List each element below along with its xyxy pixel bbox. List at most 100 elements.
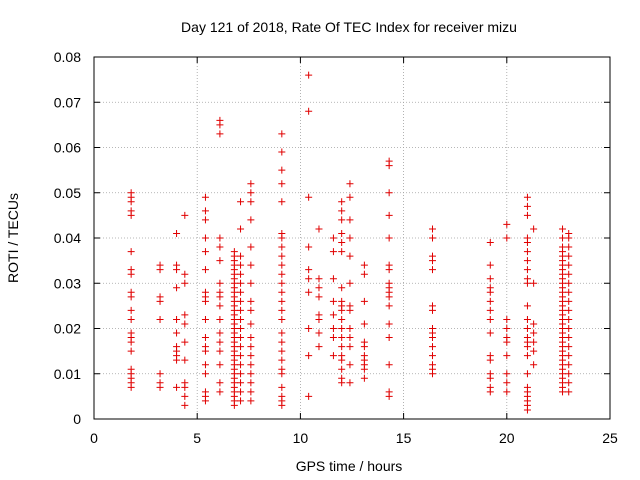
data-point [346,343,354,351]
data-point [385,388,393,396]
data-point [247,306,255,314]
data-point [565,388,573,396]
data-point [428,325,436,332]
data-point [565,229,573,237]
data-point [338,334,346,342]
data-point [346,334,354,342]
y-tick-label: 0.08 [54,49,81,65]
x-axis-label: GPS time / hours [296,458,403,474]
data-point [216,302,224,310]
data-point [329,311,337,319]
data-point [216,315,224,323]
data-point [346,361,354,369]
data-point [201,361,209,369]
data-point [565,297,573,305]
data-point [338,374,346,382]
data-point [247,343,255,351]
data-point [305,107,313,115]
data-point [247,216,255,224]
data-point [216,257,224,265]
data-point [247,334,255,342]
data-point [278,270,286,278]
data-point [385,189,393,197]
data-point [181,279,189,287]
data-point [305,266,313,274]
data-point [181,311,189,319]
x-tick-label: 20 [499,430,515,446]
data-point [247,279,255,287]
data-point [315,225,323,233]
data-point [305,392,313,400]
data-point [385,279,393,287]
data-point [201,234,209,242]
data-point [181,379,189,387]
data-point [237,361,245,369]
data-point [247,320,255,328]
data-point [530,320,538,328]
data-point [201,315,209,323]
data-point [127,266,135,274]
data-point [530,225,538,233]
data-point [338,365,346,373]
data-point [503,379,511,387]
data-point [278,297,286,305]
data-point [565,243,573,251]
data-point [360,338,368,346]
data-point [156,315,164,323]
data-point [247,352,255,360]
data-point [338,297,346,305]
data-point [486,329,494,337]
data-point [173,343,181,351]
y-tick-label: 0.03 [54,275,81,291]
data-point [428,225,436,233]
data-point [305,288,313,296]
data-point [305,193,313,201]
data-point [201,343,209,351]
data-point [216,379,224,387]
data-point [385,302,393,310]
data-point [127,365,135,373]
data-point [247,379,255,387]
data-point [278,315,286,323]
data-point [530,361,538,369]
data-point [503,370,511,378]
data-point [486,352,494,360]
data-point [385,157,393,165]
data-point [523,325,531,332]
data-point [503,315,511,323]
data-point [278,347,286,355]
data-point [127,189,135,197]
data-point [216,329,224,337]
data-point [127,288,135,296]
data-point [278,261,286,269]
data-point [278,243,286,251]
data-point [523,302,531,310]
data-point [338,229,346,237]
data-point [156,370,164,378]
data-point [278,338,286,346]
data-point [565,306,573,314]
data-point [565,252,573,260]
data-point [237,315,245,323]
data-point [385,234,393,242]
data-point [247,189,255,197]
x-tick-label: 5 [193,430,201,446]
axis-ticks [93,56,611,420]
data-point [559,243,567,251]
data-point [156,293,164,301]
data-point [278,329,286,337]
data-point [523,202,531,210]
data-point [237,270,245,278]
data-point [329,297,337,305]
data-point [346,180,354,188]
data-point [201,334,209,342]
data-point [503,220,511,228]
data-point [247,388,255,396]
data-point [181,401,189,409]
data-point [523,383,531,391]
data-point [315,329,323,337]
data-point [216,361,224,369]
data-point [315,311,323,319]
data-point [346,302,354,310]
data-point [173,261,181,269]
